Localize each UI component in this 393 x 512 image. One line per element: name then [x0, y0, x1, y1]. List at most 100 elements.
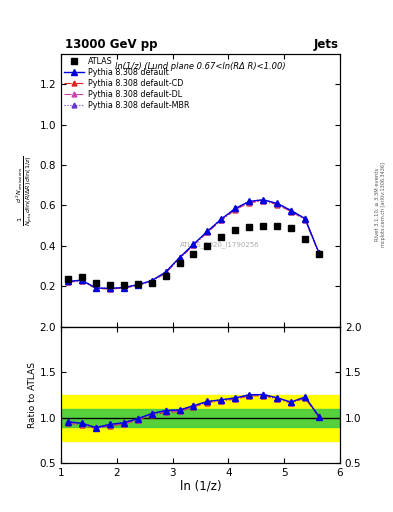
Pythia 8.308 default-CD: [275, 202, 279, 208]
Pythia 8.308 default-MBR: [205, 228, 210, 234]
ATLAS: [233, 227, 238, 233]
Pythia 8.308 default-DL: [107, 286, 112, 292]
ATLAS: [79, 274, 84, 281]
ATLAS: [317, 251, 321, 257]
Pythia 8.308 default-CD: [247, 200, 252, 206]
Pythia 8.308 default-DL: [149, 278, 154, 284]
Text: ln(1/z) (Lund plane 0.67<ln(RΔ R)<1.00): ln(1/z) (Lund plane 0.67<ln(RΔ R)<1.00): [115, 62, 286, 71]
Text: Rivet 3.1.10, ≥ 3.3M events: Rivet 3.1.10, ≥ 3.3M events: [375, 168, 380, 242]
Pythia 8.308 default: [219, 216, 224, 222]
Pythia 8.308 default-CD: [289, 208, 294, 215]
Pythia 8.308 default-MBR: [94, 285, 98, 291]
Pythia 8.308 default: [275, 200, 279, 206]
Pythia 8.308 default-CD: [233, 207, 238, 213]
Legend: ATLAS, Pythia 8.308 default, Pythia 8.308 default-CD, Pythia 8.308 default-DL, P: ATLAS, Pythia 8.308 default, Pythia 8.30…: [62, 55, 191, 112]
Pythia 8.308 default-DL: [219, 217, 224, 223]
ATLAS: [121, 282, 126, 288]
Pythia 8.308 default-MBR: [149, 278, 154, 284]
Pythia 8.308 default: [317, 250, 321, 256]
Pythia 8.308 default: [121, 285, 126, 291]
Pythia 8.308 default-MBR: [275, 200, 279, 206]
Line: ATLAS: ATLAS: [65, 223, 322, 288]
Pythia 8.308 default-MBR: [303, 216, 307, 222]
Pythia 8.308 default-CD: [205, 229, 210, 236]
Pythia 8.308 default-CD: [149, 279, 154, 285]
X-axis label: ln (1/z): ln (1/z): [180, 480, 221, 493]
Pythia 8.308 default-MBR: [247, 198, 252, 204]
Pythia 8.308 default: [79, 277, 84, 283]
Pythia 8.308 default-MBR: [163, 269, 168, 275]
Pythia 8.308 default-CD: [107, 286, 112, 292]
Pythia 8.308 default: [191, 241, 196, 247]
Pythia 8.308 default: [289, 207, 294, 214]
Pythia 8.308 default-CD: [219, 217, 224, 223]
Pythia 8.308 default: [261, 197, 266, 203]
Pythia 8.308 default-CD: [79, 278, 84, 284]
Pythia 8.308 default-DL: [66, 279, 70, 285]
Pythia 8.308 default-CD: [66, 279, 70, 285]
Pythia 8.308 default-DL: [79, 278, 84, 284]
Pythia 8.308 default-DL: [275, 201, 279, 207]
Pythia 8.308 default: [163, 269, 168, 275]
Pythia 8.308 default: [66, 278, 70, 284]
Pythia 8.308 default-MBR: [219, 216, 224, 222]
Pythia 8.308 default-CD: [261, 198, 266, 204]
Pythia 8.308 default-CD: [94, 285, 98, 291]
Line: Pythia 8.308 default-CD: Pythia 8.308 default-CD: [66, 199, 321, 291]
Pythia 8.308 default: [177, 254, 182, 261]
ATLAS: [66, 276, 70, 282]
Pythia 8.308 default-MBR: [66, 278, 70, 284]
Pythia 8.308 default-CD: [303, 217, 307, 223]
Pythia 8.308 default-DL: [247, 199, 252, 205]
Pythia 8.308 default-DL: [135, 282, 140, 288]
Pythia 8.308 default-DL: [177, 255, 182, 261]
ATLAS: [191, 251, 196, 257]
Pythia 8.308 default-CD: [317, 250, 321, 257]
Pythia 8.308 default: [107, 285, 112, 291]
Pythia 8.308 default-CD: [135, 282, 140, 288]
Pythia 8.308 default-CD: [191, 242, 196, 248]
ATLAS: [219, 234, 224, 240]
ATLAS: [289, 225, 294, 231]
Pythia 8.308 default-DL: [121, 285, 126, 291]
ATLAS: [303, 236, 307, 242]
ATLAS: [149, 280, 154, 286]
Text: Jets: Jets: [314, 38, 339, 51]
ATLAS: [94, 280, 98, 286]
Text: ATLAS_2020_I1790256: ATLAS_2020_I1790256: [180, 242, 260, 248]
Y-axis label: Ratio to ATLAS: Ratio to ATLAS: [28, 362, 37, 428]
Line: Pythia 8.308 default: Pythia 8.308 default: [65, 197, 322, 291]
ATLAS: [261, 223, 266, 229]
ATLAS: [135, 281, 140, 287]
Pythia 8.308 default-MBR: [261, 197, 266, 203]
Text: mcplots.cern.ch [arXiv:1306.3436]: mcplots.cern.ch [arXiv:1306.3436]: [381, 162, 386, 247]
Line: Pythia 8.308 default-DL: Pythia 8.308 default-DL: [66, 198, 321, 291]
Pythia 8.308 default: [247, 198, 252, 204]
Pythia 8.308 default-DL: [191, 242, 196, 248]
Pythia 8.308 default-MBR: [135, 282, 140, 288]
Pythia 8.308 default-CD: [177, 255, 182, 262]
Pythia 8.308 default-MBR: [317, 250, 321, 256]
Text: $\frac{1}{N_{\rm jets}}\frac{d^2 N_{\rm emissions}}{d\ln(R/\Delta R)\,d\ln(1/z)}: $\frac{1}{N_{\rm jets}}\frac{d^2 N_{\rm …: [14, 155, 35, 226]
Pythia 8.308 default-MBR: [191, 241, 196, 247]
Pythia 8.308 default: [94, 285, 98, 291]
Line: Pythia 8.308 default-MBR: Pythia 8.308 default-MBR: [66, 197, 321, 291]
Pythia 8.308 default: [135, 282, 140, 288]
Pythia 8.308 default-MBR: [79, 277, 84, 283]
Pythia 8.308 default-MBR: [177, 254, 182, 261]
Pythia 8.308 default-DL: [205, 229, 210, 235]
ATLAS: [205, 243, 210, 249]
Pythia 8.308 default-CD: [121, 285, 126, 291]
Pythia 8.308 default: [205, 228, 210, 234]
ATLAS: [275, 223, 279, 229]
Pythia 8.308 default-DL: [163, 270, 168, 276]
Pythia 8.308 default-MBR: [233, 205, 238, 211]
Pythia 8.308 default-MBR: [289, 207, 294, 214]
Pythia 8.308 default: [233, 205, 238, 211]
Text: 13000 GeV pp: 13000 GeV pp: [65, 38, 157, 51]
Pythia 8.308 default-DL: [317, 250, 321, 257]
ATLAS: [163, 273, 168, 280]
Pythia 8.308 default-MBR: [121, 284, 126, 290]
Pythia 8.308 default-DL: [233, 206, 238, 212]
Pythia 8.308 default-DL: [261, 198, 266, 204]
